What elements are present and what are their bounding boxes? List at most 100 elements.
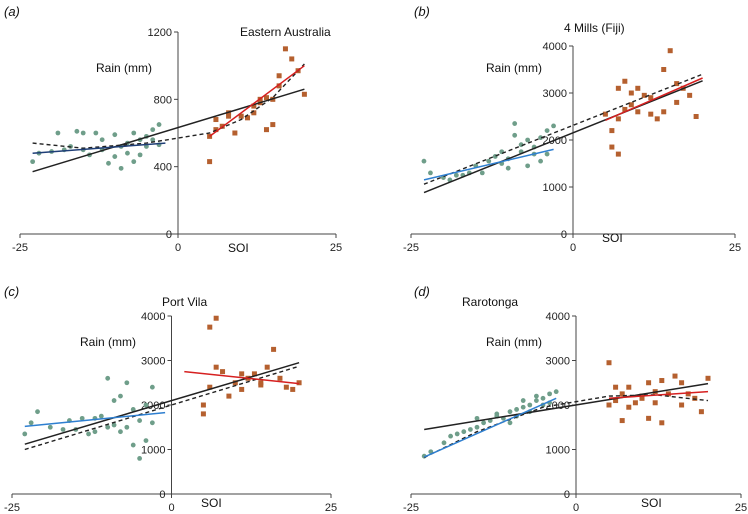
- data-point-positive-soi: [639, 395, 645, 401]
- x-tick-label: 25: [325, 502, 337, 514]
- data-point-positive-soi: [648, 95, 654, 101]
- data-point-negative-soi: [105, 424, 111, 430]
- data-point-positive-soi: [672, 373, 678, 379]
- data-point-negative-soi: [507, 409, 513, 415]
- data-point-negative-soi: [93, 130, 99, 136]
- data-point-positive-soi: [289, 56, 295, 62]
- data-point-negative-soi: [494, 411, 500, 417]
- data-point-positive-soi: [251, 110, 257, 116]
- data-point-positive-soi: [232, 380, 238, 386]
- data-point-positive-soi: [674, 99, 680, 105]
- panel-label: (c): [4, 284, 19, 299]
- data-point-negative-soi: [551, 123, 556, 129]
- data-point-positive-soi: [619, 418, 625, 424]
- data-point-positive-soi: [276, 83, 282, 89]
- data-point-negative-soi: [106, 160, 111, 166]
- data-point-positive-soi: [207, 159, 213, 165]
- data-point-positive-soi: [213, 364, 219, 370]
- data-point-positive-soi: [207, 384, 213, 390]
- data-point-positive-soi: [652, 400, 658, 406]
- data-point-positive-soi: [301, 91, 307, 97]
- data-point-positive-soi: [674, 81, 680, 87]
- x-tick-label: -25: [4, 502, 20, 514]
- fit-line-all: [24, 361, 300, 445]
- data-point-positive-soi: [207, 324, 213, 330]
- data-point-negative-soi: [534, 398, 539, 403]
- data-point-negative-soi: [74, 128, 80, 134]
- data-point-negative-soi: [448, 433, 453, 439]
- data-point-negative-soi: [111, 398, 117, 403]
- data-point-negative-soi: [99, 137, 105, 143]
- x-tick-label: 0: [570, 242, 576, 254]
- data-point-negative-soi: [474, 415, 480, 421]
- y-tick-label: 1200: [148, 27, 172, 39]
- data-point-positive-soi: [615, 116, 621, 122]
- chart-panel-4: -25 0 2501000200030004000(d)RarotongaRain …: [403, 284, 747, 514]
- data-point-negative-soi: [534, 393, 539, 399]
- data-point-positive-soi: [619, 391, 625, 397]
- data-point-positive-soi: [264, 364, 270, 370]
- data-point-positive-soi: [679, 402, 685, 408]
- fit-line-all: [423, 80, 703, 194]
- data-point-negative-soi: [150, 137, 156, 143]
- data-point-positive-soi: [646, 415, 652, 421]
- y-tick-label: 0: [166, 229, 172, 241]
- data-point-negative-soi: [479, 170, 485, 176]
- data-point-negative-soi: [544, 128, 550, 134]
- data-point-positive-soi: [646, 380, 652, 386]
- data-point-positive-soi: [263, 127, 269, 133]
- data-point-negative-soi: [540, 395, 546, 401]
- data-point-negative-soi: [544, 151, 550, 157]
- data-point-positive-soi: [283, 384, 289, 390]
- fit-line-negative-soi: [423, 397, 557, 458]
- y-axis-label: Rain (mm): [486, 335, 542, 349]
- data-point-negative-soi: [538, 158, 543, 164]
- data-point-negative-soi: [454, 431, 460, 437]
- x-tick-label: 25: [735, 502, 747, 514]
- data-point-negative-soi: [124, 424, 130, 430]
- data-point-positive-soi: [258, 380, 264, 386]
- data-point-positive-soi: [239, 386, 245, 392]
- data-point-negative-soi: [111, 422, 117, 428]
- data-point-positive-soi: [628, 102, 634, 108]
- fit-line-positive-soi: [209, 65, 305, 138]
- data-point-negative-soi: [553, 389, 559, 395]
- data-point-positive-soi: [245, 115, 251, 121]
- fit-curve-all: [423, 394, 709, 459]
- data-point-positive-soi: [632, 400, 638, 406]
- data-point-negative-soi: [28, 420, 34, 426]
- data-point-negative-soi: [468, 427, 473, 432]
- data-point-negative-soi: [22, 431, 28, 437]
- data-point-negative-soi: [86, 431, 91, 437]
- data-point-positive-soi: [679, 380, 685, 386]
- data-point-positive-soi: [661, 109, 667, 115]
- y-tick-label: 3000: [546, 356, 570, 368]
- data-point-negative-soi: [118, 393, 123, 399]
- y-tick-label: 400: [154, 162, 172, 174]
- data-point-positive-soi: [615, 151, 621, 157]
- data-point-negative-soi: [30, 159, 36, 165]
- chart-panel-1: -25 0 25 0 400 800 1200 (a) Eastern Australia Rai…: [4, 4, 342, 255]
- data-point-positive-soi: [251, 371, 257, 377]
- data-point-positive-soi: [609, 128, 615, 134]
- data-point-negative-soi: [137, 456, 143, 461]
- data-point-negative-soi: [112, 154, 118, 159]
- data-point-negative-soi: [124, 380, 130, 386]
- data-point-positive-soi: [239, 371, 245, 377]
- data-point-negative-soi: [98, 413, 104, 419]
- data-point-positive-soi: [635, 85, 641, 91]
- data-point-positive-soi: [609, 144, 615, 150]
- x-tick-label: -25: [12, 242, 28, 254]
- data-point-positive-soi: [615, 85, 621, 91]
- data-point-positive-soi: [606, 360, 612, 366]
- x-axis-label: SOI: [641, 496, 662, 510]
- data-point-negative-soi: [143, 402, 149, 408]
- data-point-negative-soi: [514, 407, 519, 412]
- data-point-positive-soi: [659, 378, 665, 384]
- data-point-negative-soi: [92, 429, 98, 435]
- data-point-positive-soi: [277, 375, 283, 381]
- y-tick-label: 4000: [543, 41, 567, 53]
